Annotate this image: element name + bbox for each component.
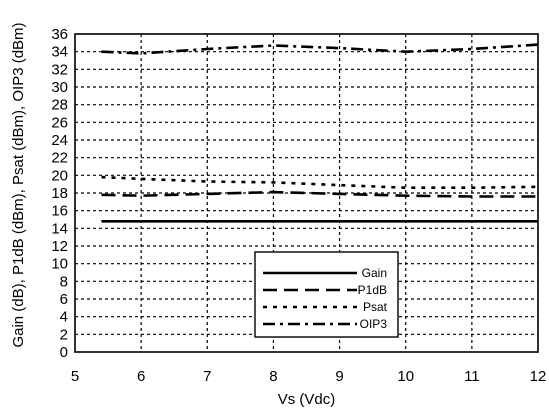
y-tick-label: 32 — [51, 61, 68, 78]
y-tick-label: 4 — [60, 309, 68, 326]
y-tick-label: 0 — [60, 344, 68, 361]
legend-label-gain: Gain — [362, 266, 387, 280]
y-tick-label: 12 — [51, 238, 68, 255]
x-tick-labels: 5 6 7 8 9 10 11 12 — [71, 368, 547, 385]
legend-label-p1db: P1dB — [358, 283, 387, 297]
plot-frame — [74, 33, 539, 353]
series-psat-line — [101, 175, 539, 189]
y-tick-label: 36 — [51, 26, 68, 43]
legend-label-psat: Psat — [363, 300, 388, 314]
y-tick-label: 24 — [51, 132, 68, 149]
x-tick-label: 5 — [71, 368, 79, 385]
y-tick-label: 2 — [60, 326, 68, 343]
legend: Gain P1dB Psat OIP3 — [254, 251, 399, 338]
legend-box — [254, 251, 399, 338]
x-tick-label: 8 — [269, 368, 277, 385]
y-tick-label: 16 — [51, 203, 68, 220]
y-tick-label: 30 — [51, 79, 68, 96]
y-tick-label: 22 — [51, 150, 68, 167]
y-tick-label: 8 — [60, 273, 68, 290]
y-tick-label: 20 — [51, 167, 68, 184]
y-tick-label: 10 — [51, 256, 68, 273]
x-tick-label: 7 — [203, 368, 211, 385]
x-tick-label: 6 — [137, 368, 145, 385]
series-oip3-line — [101, 43, 539, 55]
series-layer — [101, 43, 539, 223]
x-tick-label: 11 — [464, 368, 480, 385]
x-axis-label: Vs (Vdc) — [278, 391, 336, 408]
y-tick-label: 26 — [51, 114, 68, 131]
y-tick-label: 34 — [51, 44, 68, 61]
y-tick-label: 14 — [51, 220, 68, 237]
y-axis-label: Gain (dB), P1dB (dBm), Psat (dBm), OIP3 … — [10, 22, 27, 347]
x-tick-label: 12 — [530, 368, 547, 385]
y-tick-label: 28 — [51, 97, 68, 114]
x-tick-label: 10 — [397, 368, 414, 385]
series-p1db-line — [101, 190, 538, 198]
y-tick-label: 18 — [51, 185, 68, 202]
x-tick-label: 9 — [335, 368, 343, 385]
legend-label-oip3: OIP3 — [360, 317, 388, 331]
y-tick-label: 6 — [60, 291, 68, 308]
